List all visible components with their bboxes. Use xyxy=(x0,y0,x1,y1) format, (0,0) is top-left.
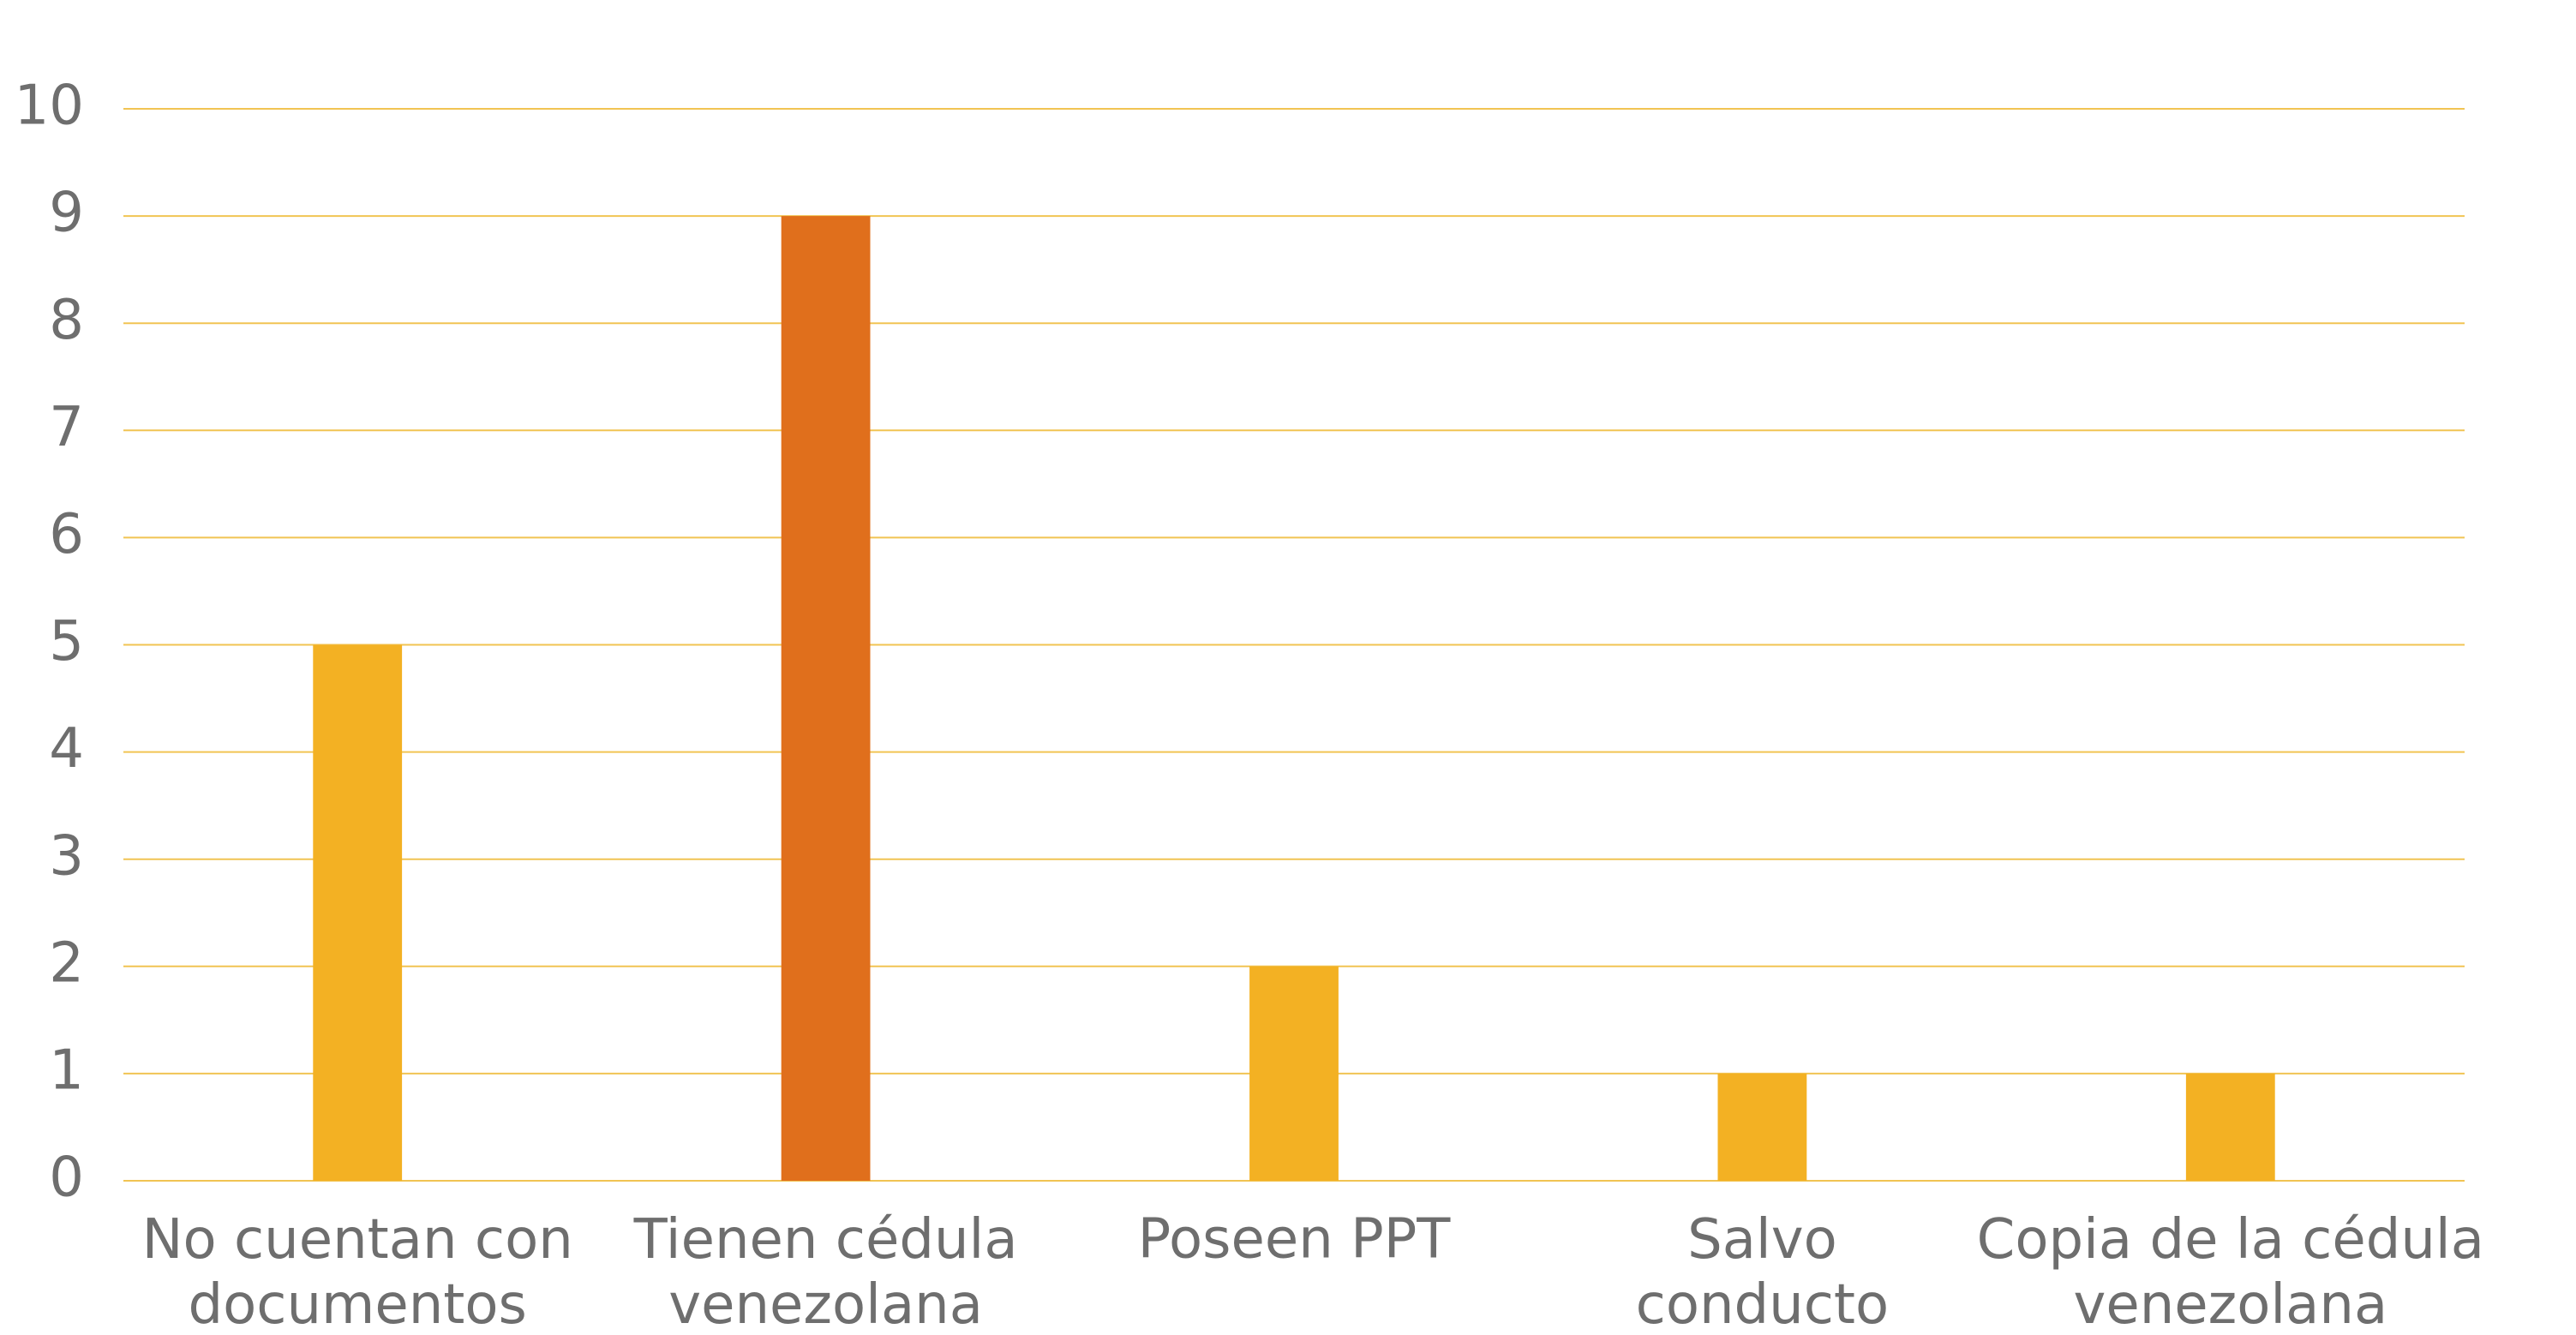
y-tick-label: 8 xyxy=(49,289,84,352)
y-tick-label: 3 xyxy=(49,824,84,888)
bar xyxy=(1249,966,1339,1181)
y-tick-label: 1 xyxy=(49,1039,84,1102)
y-tick-label: 9 xyxy=(49,182,84,245)
y-tick-label: 5 xyxy=(49,610,84,673)
x-tick-label: Copia de la cédula venezolana xyxy=(1977,1208,2484,1335)
y-tick-label: 6 xyxy=(49,503,84,566)
x-tick-label: No cuentan con documentos xyxy=(142,1208,573,1335)
x-tick-label: Poseen PPT xyxy=(1138,1208,1452,1272)
y-tick-label: 4 xyxy=(49,717,84,781)
bar xyxy=(2185,1073,2275,1181)
bar xyxy=(313,644,403,1181)
bar xyxy=(1717,1073,1807,1181)
y-tick-label: 0 xyxy=(49,1146,84,1210)
x-tick-label: Tienen cédula venezolana xyxy=(633,1208,1018,1335)
bar xyxy=(781,216,871,1182)
y-tick-label: 2 xyxy=(49,931,84,995)
x-tick-label: Salvo conducto xyxy=(1636,1208,1890,1335)
y-tick-label: 10 xyxy=(15,75,84,138)
y-tick-label: 7 xyxy=(49,396,84,459)
